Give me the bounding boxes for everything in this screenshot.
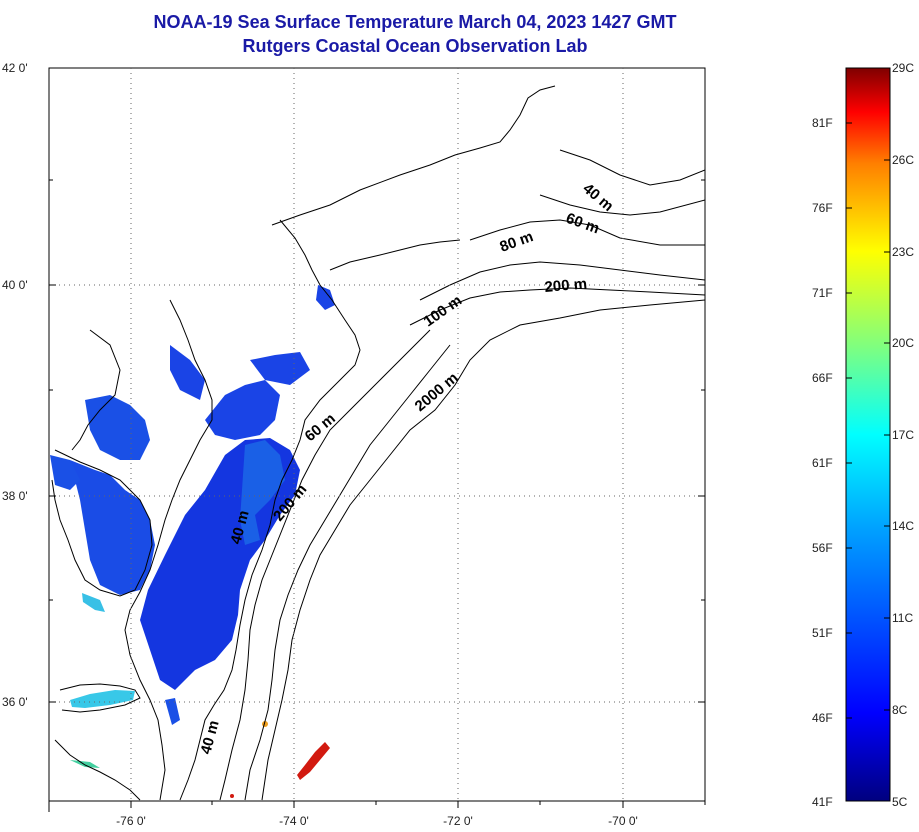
- sst-data-layer: [50, 285, 335, 798]
- colorbar-label-c: 20C: [892, 336, 915, 350]
- colorbar-label-c: 23C: [892, 245, 915, 259]
- colorbar-label-f: 61F: [812, 456, 833, 470]
- contour-label: 200 m: [544, 275, 588, 296]
- coastline: [51, 85, 556, 801]
- colorbar-label-f: 66F: [812, 371, 833, 385]
- colorbar-label-c: 8C: [892, 703, 908, 717]
- colorbar: [845, 67, 891, 802]
- map-frame: [48, 67, 706, 802]
- lon-label: -70 0': [608, 814, 638, 828]
- colorbar-label-c: 11C: [892, 611, 914, 625]
- lat-label: 38 0': [2, 489, 28, 503]
- bathymetry-contours: [219, 149, 705, 801]
- axis-ticks: [48, 179, 706, 812]
- map-title: NOAA-19 Sea Surface Temperature March 04…: [153, 12, 677, 32]
- lat-label: 36 0': [2, 695, 28, 709]
- colorbar-label-f: 76F: [812, 201, 833, 215]
- colorbar-label-f: 81F: [812, 116, 833, 130]
- colorbar-label-c: 17C: [892, 428, 915, 442]
- colorbar-label-f: 41F: [812, 795, 833, 809]
- map-subtitle: Rutgers Coastal Ocean Observation Lab: [242, 36, 588, 56]
- lat-label: 42 0': [2, 61, 28, 75]
- colorbar-ticks: [846, 122, 890, 719]
- colorbar-label-c: 29C: [892, 61, 915, 75]
- graticule: [49, 68, 705, 801]
- colorbar-label-f: 71F: [812, 286, 833, 300]
- colorbar-label-c: 14C: [892, 519, 915, 533]
- colorbar-label-f: 56F: [812, 541, 833, 555]
- lat-label: 40 0': [2, 278, 28, 292]
- colorbar-label-f: 51F: [812, 626, 833, 640]
- colorbar-label-f: 46F: [812, 711, 833, 725]
- colorbar-label-c: 26C: [892, 153, 915, 167]
- lon-label: -76 0': [116, 814, 146, 828]
- colorbar-label-c: 5C: [892, 795, 908, 809]
- lon-label: -72 0': [443, 814, 473, 828]
- lon-label: -74 0': [279, 814, 309, 828]
